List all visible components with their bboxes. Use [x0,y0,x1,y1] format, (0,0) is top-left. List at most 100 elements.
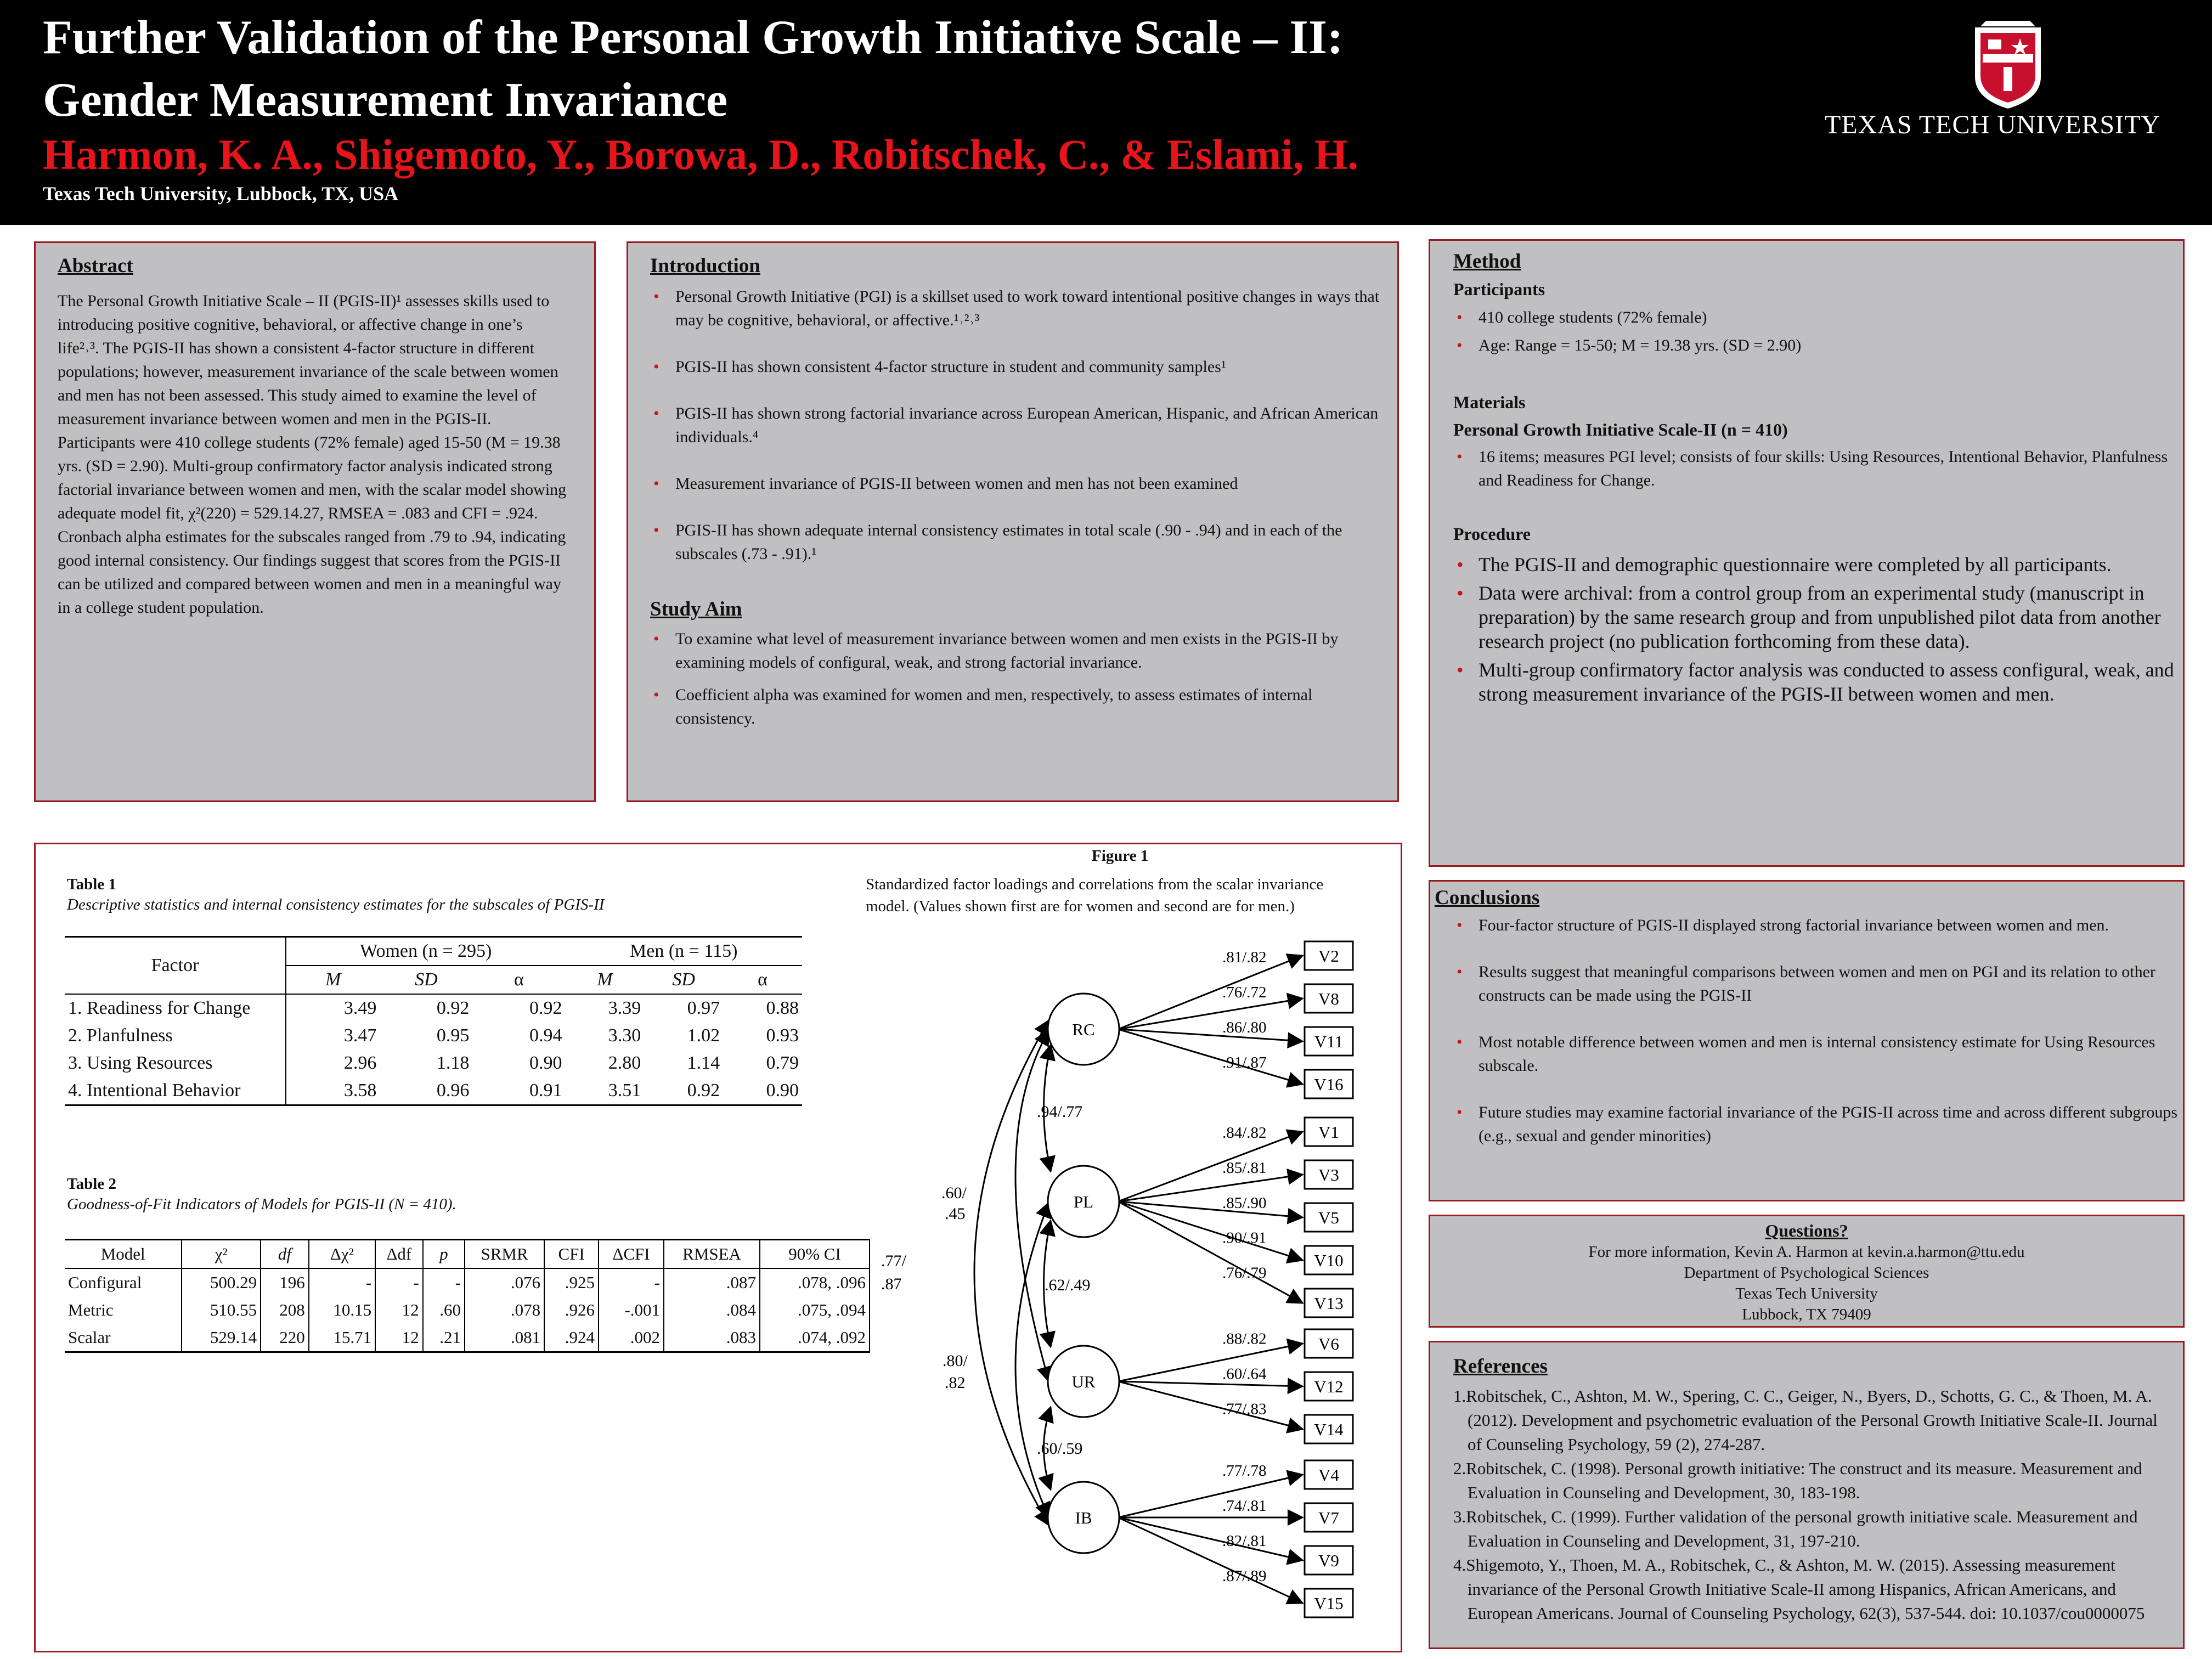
conclusions-heading: Conclusions [1435,887,1540,909]
table2-value-cell: .078 [465,1296,545,1324]
loading-label: .77/.78 [1222,1462,1267,1480]
table2: Model χ² df Δχ² Δdf p SRMR CFI ΔCFI RMSEA 90% CI C… [65,1239,870,1353]
references-list: 1.Robitschek, C., Ashton, M. W., Spering… [1453,1384,2166,1626]
table1-value-cell: 0.96 [436,1080,470,1101]
table1-women-header: Women (n = 295) [285,936,566,966]
table1-row: 3. Using Resources 2.96 1.18 0.90 2.80 1.14 0.… [65,1049,802,1077]
indicator-box [1304,1159,1354,1190]
loading-label: .76/.72 [1222,984,1267,1001]
table2-header-cell: p [422,1239,466,1269]
table1-value-cell: 3.39 [608,998,641,1018]
indicator-box [1304,1502,1354,1533]
table2-body: Configural 500.29 196- - - .076.925- .087.078,… [65,1268,870,1352]
indicator-label: V14 [1314,1420,1344,1439]
abstract-panel: Abstract The Personal Growth Initiative … [34,241,596,802]
university-seal-icon [1975,21,2041,109]
materials-item-1: 16 items; measures PGI level; consists o… [1457,445,2186,492]
indicator-box [1304,1414,1354,1444]
loading-label: .76/.79 [1222,1265,1267,1282]
table1-value-cell: 0.97 [687,998,720,1018]
table2-value-cell: .60 [422,1296,466,1324]
table1-value-cell: 0.91 [529,1080,562,1101]
table2-value-cell: .002 [599,1324,665,1352]
table1-value-cell: 3.30 [608,1025,641,1046]
table1-value-cell: 3.51 [608,1080,641,1101]
table2-header-cell: Δχ² [308,1239,376,1269]
indicator-label: V13 [1314,1294,1343,1313]
table2-value-cell: .084 [664,1296,761,1324]
table1-value-cell: 0.92 [529,998,562,1018]
table2-value-cell: 196 [261,1268,309,1296]
reference-item-1: 1.Robitschek, C., Ashton, M. W., Spering… [1453,1386,2158,1454]
corr-arc-rc-pl [1039,1043,1056,1173]
participants-item-2: Age: Range = 15-50; M = 19.38 yrs. (SD =… [1457,334,2186,357]
table1-men-header: Men (n = 115) [565,936,802,966]
table2-value-cell: .074, .092 [760,1324,870,1352]
loading-label: .87/.89 [1222,1567,1267,1585]
indicator-label: V2 [1318,946,1339,966]
table1-factor-cell: 4. Intentional Behavior [68,1080,241,1101]
table1-value-cell: 0.92 [687,1080,720,1101]
loading-arrow [1118,1200,1304,1224]
loading-arrow [1118,1200,1304,1304]
corr-arc-pl-ur [1039,1219,1056,1348]
factor-label: IB [1075,1508,1092,1527]
questions-line-2: Department of Psychological Sciences [1684,1264,1929,1282]
factor-label: RC [1072,1020,1094,1039]
procedure-heading: Procedure [1453,524,1531,544]
table2-header-cell: ΔCFI [599,1239,665,1269]
corr-label-rc-pl: .94/.77 [1037,1103,1082,1121]
table2-value-cell: 15.71 [308,1324,376,1352]
factor-node [1047,992,1120,1066]
table1-factor-header: Factor [65,936,286,995]
table2-value-cell: .081 [465,1324,545,1352]
table2-row: Metric 510.55 208 10.15 12.60.078.926 -.001.0… [65,1296,870,1324]
table2-value-cell: - [422,1268,466,1296]
figure1-label: Figure 1 [1092,847,1149,865]
corr-label-rc-ib-a: .77/ [881,1252,907,1270]
table1-factor-cell: 2. Planfulness [68,1025,173,1046]
table1-value-cell: 0.90 [529,1053,562,1073]
procedure-item-3: Multi-group confirmatory factor analysis… [1457,658,2186,706]
table2-value-cell: .078, .096 [760,1268,870,1296]
indicator-label: V3 [1318,1165,1339,1184]
indicator-label: V7 [1318,1508,1339,1527]
loading-arrow [1118,1378,1304,1395]
table1-row: 1. Readiness for Change 3.49 0.92 0.92 3.39 0… [65,994,802,1022]
introduction-list: Personal Growth Initiative (PGI) is a sk… [650,285,1389,589]
loading-label: .74/.81 [1222,1497,1267,1515]
table2-model-cell: Configural [65,1268,183,1296]
questions-line-1: For more information, Kevin A. Harmon at… [1588,1243,2025,1261]
factor-node [1047,1345,1120,1418]
indicator-label: V6 [1318,1334,1339,1353]
loading-arrow [1118,1129,1304,1203]
table2-row: Scalar 529.14 220 15.71 12.21.081.924.002.08… [65,1324,870,1352]
table2-value-cell: 529.14 [182,1324,262,1352]
table2-header-cell: 90% CI [760,1239,870,1269]
table1-sub-a-m: α [723,966,802,995]
indicator-label: V8 [1318,989,1339,1008]
procedure-item-1: The PGIS-II and demographic questionnair… [1457,552,2186,577]
corr-label-rc-ib-b: .87 [881,1275,902,1293]
table1-label: Table 1 [67,876,116,893]
participants-item-1: 410 college students (72% female) [1457,306,2186,329]
reference-item-4: 4.Shigemoto, Y., Thoen, M. A., Robitsche… [1453,1555,2145,1623]
materials-heading: Materials [1453,392,1526,412]
table1-value-cell: 3.58 [285,1077,380,1105]
table1-caption: Descriptive statistics and internal cons… [67,896,605,913]
university-name: TEXAS TECH UNIVERSITY [1825,110,2161,139]
references-panel: References 1.Robitschek, C., Ashton, M. … [1429,1341,2185,1649]
table1-value-cell: 0.95 [436,1025,470,1046]
table1-value-cell: 2.80 [608,1053,641,1073]
participants-list: 410 college students (72% female) Age: R… [1453,306,2186,357]
indicator-box [1304,1202,1354,1233]
table2-value-cell: .924 [544,1324,599,1352]
table2-header-cell: χ² [182,1239,262,1269]
intro-item-4: Measurement invariance of PGIS-II betwee… [653,472,1389,495]
loading-arrow [1118,1470,1304,1519]
table2-value-cell: -.001 [599,1296,665,1324]
corr-label-pl-ib-b: .82 [945,1374,966,1392]
table2-value-cell: .21 [422,1324,466,1352]
factor-node [1047,1165,1120,1238]
intro-item-1: Personal Growth Initiative (PGI) is a sk… [653,285,1389,332]
